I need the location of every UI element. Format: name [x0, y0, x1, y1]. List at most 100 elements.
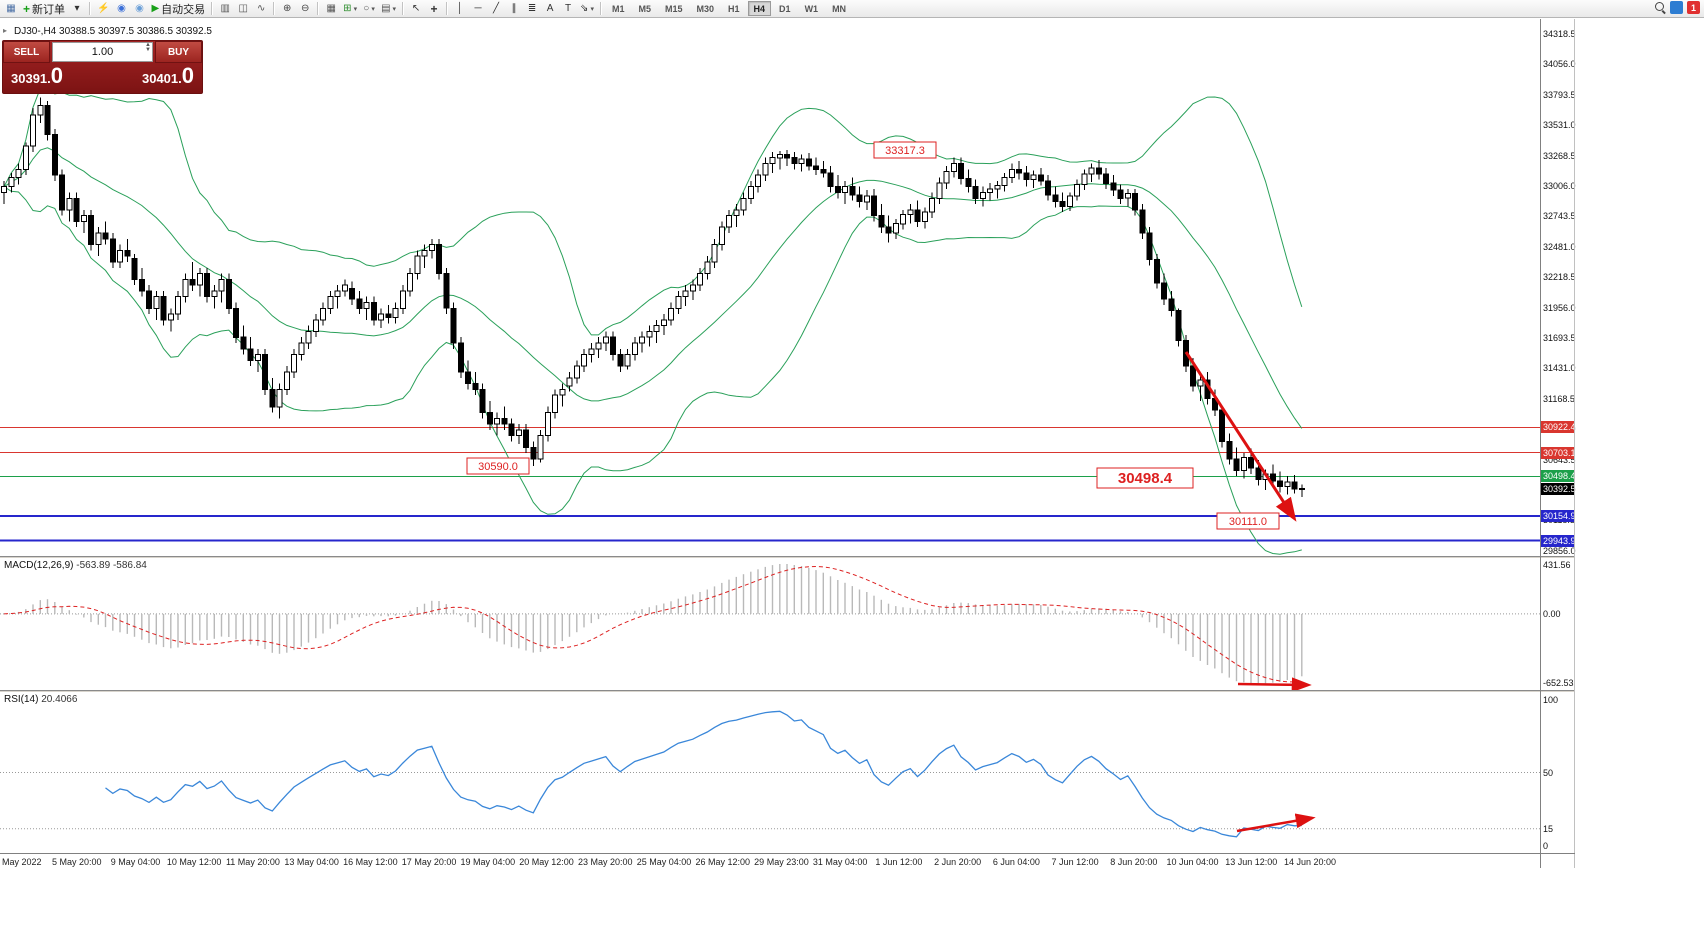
time-axis-label: 17 May 20:00	[401, 857, 457, 867]
vertical-line-tool-button[interactable]: │	[451, 1, 469, 17]
panel-separator[interactable]	[0, 690, 1575, 692]
notification-badge[interactable]: 1	[1687, 1, 1700, 14]
price-axis-label: -652.53	[1543, 678, 1574, 688]
time-axis-label: 4 May 2022	[0, 857, 42, 867]
toolbar-separator	[317, 2, 320, 15]
trend-arrow[interactable]	[1184, 351, 1297, 522]
time-axis-label: 13 May 04:00	[284, 857, 339, 867]
zoom-out-button[interactable]: ⊖	[296, 1, 314, 17]
price-annotation[interactable]: 30590.0	[466, 457, 530, 475]
zoom-in-button[interactable]: ⊕	[278, 1, 296, 17]
price-axis-label: 32481.0	[1543, 241, 1576, 252]
panel-separator[interactable]	[0, 556, 1575, 558]
rsi-indicator-label: RSI(14) 20.4066	[4, 694, 78, 705]
price-axis-label: 32743.5	[1543, 211, 1576, 222]
vertical-line-tool-button-glyph: │	[456, 2, 464, 14]
data-window-icon[interactable]: ◉	[130, 1, 148, 17]
tile-windows-button[interactable]: ▦	[322, 1, 340, 17]
price-axis[interactable]: 34318.5 34056.0 33793.5 33531.0 33268.5 33006…	[1541, 19, 1576, 868]
text-label-tool-button[interactable]: T	[559, 1, 577, 17]
cursor-tool-button[interactable]: ↖	[407, 1, 425, 17]
templates-button[interactable]: ▤ ▾	[378, 1, 399, 17]
indicators-button[interactable]: ⊞ ▾	[340, 1, 360, 17]
time-axis[interactable]: 4 May 2022 5 May 20:00 9 May 04:00 10 May 1…	[0, 853, 1575, 869]
cursor-tool-button-glyph: ↖	[411, 2, 421, 14]
price-axis-label: 33793.5	[1543, 89, 1576, 100]
periods-button[interactable]: ○ ▾	[360, 1, 378, 17]
time-axis-label: 20 May 12:00	[519, 857, 574, 867]
horizontal-line-tool-button[interactable]: ─	[469, 1, 487, 17]
toolbar-separator	[273, 2, 276, 15]
price-axis-label: 15	[1543, 823, 1554, 834]
toolbar-separator	[211, 2, 214, 15]
price-tag: 30498.4	[1541, 470, 1576, 483]
volume-stepper[interactable]: ▲ ▼	[145, 42, 151, 53]
timeframe-mn-button[interactable]: MN	[826, 1, 852, 16]
window-right-border	[1574, 19, 1575, 868]
time-axis-label: 1 Jun 12:00	[875, 857, 923, 867]
price-axis-label: 100	[1543, 695, 1559, 705]
alerts-icon[interactable]: ⚡	[94, 1, 112, 17]
timeframe-m1-button[interactable]: M1	[606, 1, 631, 16]
time-axis-label: 6 Jun 04:00	[992, 857, 1040, 867]
arrows-tool-button[interactable]: ⇘ ▾	[577, 1, 597, 17]
market-watch-icon[interactable]: ◉	[112, 1, 130, 17]
timeframe-w1-button[interactable]: W1	[799, 1, 825, 16]
timeframe-m15-button[interactable]: M15	[659, 1, 689, 16]
bar-chart-type-button[interactable]: ▥	[216, 1, 234, 17]
price-axis-label: 30643.5	[1543, 454, 1576, 465]
trade-panel-toggle-icon[interactable]: ▸	[3, 26, 8, 35]
trendline-tool-button-glyph: ╱	[493, 2, 500, 14]
new-order-button-label: 新订单	[32, 3, 66, 16]
timeframe-d1-button[interactable]: D1	[773, 1, 797, 16]
time-axis-label: 10 Jun 04:00	[1166, 857, 1219, 867]
macd-canvas[interactable]	[0, 558, 1540, 690]
zoom-out-button-glyph: ⊖	[300, 2, 310, 14]
time-axis-label: 2 Jun 20:00	[934, 857, 982, 867]
time-axis-label: 10 May 12:00	[166, 857, 222, 867]
main-chart-canvas[interactable]: 33317.3 30590.0 30498.4 30111.0	[0, 19, 1540, 556]
chat-icon[interactable]	[1670, 1, 1683, 14]
line-chart-type-button[interactable]: ∿	[252, 1, 270, 17]
channel-tool-button[interactable]: ∥	[505, 1, 523, 17]
price-annotation[interactable]: 33317.3	[873, 141, 937, 159]
time-axis-label: 7 Jun 12:00	[1051, 857, 1099, 867]
line-chart-type-button-glyph: ∿	[256, 2, 266, 14]
crosshair-tool-button[interactable]: +	[425, 1, 443, 17]
buy-button[interactable]: BUY	[155, 41, 202, 63]
price-axis-label: 29856.0	[1543, 545, 1576, 556]
rsi-canvas[interactable]	[0, 692, 1540, 853]
timeframe-h4-button[interactable]: H4	[747, 1, 772, 16]
toolbar: ▦ + 新订单 ▾ ⚡ ◉ ◉ ▶ 自动交易 ▥ ◫ ∿ ⊕ ⊖ ▦ ⊞ ▾ ○ ▾ ▤ ▾ ↖ + │ ─ ╱ ∥ ≣ A T ⇘ ▾ M1…	[0, 0, 1704, 18]
text-tool-button[interactable]: A	[541, 1, 559, 17]
autotrading-button[interactable]: ▶ 自动交易	[148, 1, 208, 17]
macd-indicator-label: MACD(12,26,9) -563.89 -586.84	[4, 560, 147, 571]
price-annotation[interactable]: 30498.4	[1096, 467, 1194, 489]
price-axis-label: 31431.0	[1543, 363, 1576, 374]
volume-field[interactable]: 1.00 ▲ ▼	[52, 42, 153, 62]
price-tag: 30154.9	[1541, 510, 1576, 523]
price-annotation[interactable]: 30111.0	[1216, 512, 1280, 530]
time-axis-label: 23 May 20:00	[577, 857, 633, 867]
timeframe-h1-button[interactable]: H1	[722, 1, 746, 16]
templates-button-glyph: ▤	[381, 2, 391, 14]
fibonacci-tool-button[interactable]: ≣	[523, 1, 541, 17]
candlestick-chart-type-button[interactable]: ◫	[234, 1, 252, 17]
chart-symbol-info: DJ30-,H4 30388.5 30397.5 30386.5 30392.5	[14, 26, 212, 37]
text-tool-button-glyph: A	[546, 2, 554, 14]
market-watch-icon-glyph: ◉	[117, 2, 126, 14]
macd-arrow[interactable]	[1237, 677, 1312, 690]
new-order-caret[interactable]: ▾	[68, 1, 86, 17]
new-chart-button[interactable]: ▦	[2, 1, 20, 17]
search-icon[interactable]	[1655, 2, 1666, 13]
chevron-down-icon: ▾	[371, 5, 375, 13]
price-axis-label: 0	[1543, 841, 1549, 851]
timeframe-m30-button[interactable]: M30	[691, 1, 721, 16]
trendline-tool-button[interactable]: ╱	[487, 1, 505, 17]
rsi-arrow[interactable]	[1236, 813, 1316, 833]
timeframe-m5-button[interactable]: M5	[632, 1, 657, 16]
sell-button[interactable]: SELL	[3, 41, 50, 63]
price-tag: 30392.5	[1541, 482, 1576, 495]
new-order-button[interactable]: + 新订单	[20, 1, 68, 17]
